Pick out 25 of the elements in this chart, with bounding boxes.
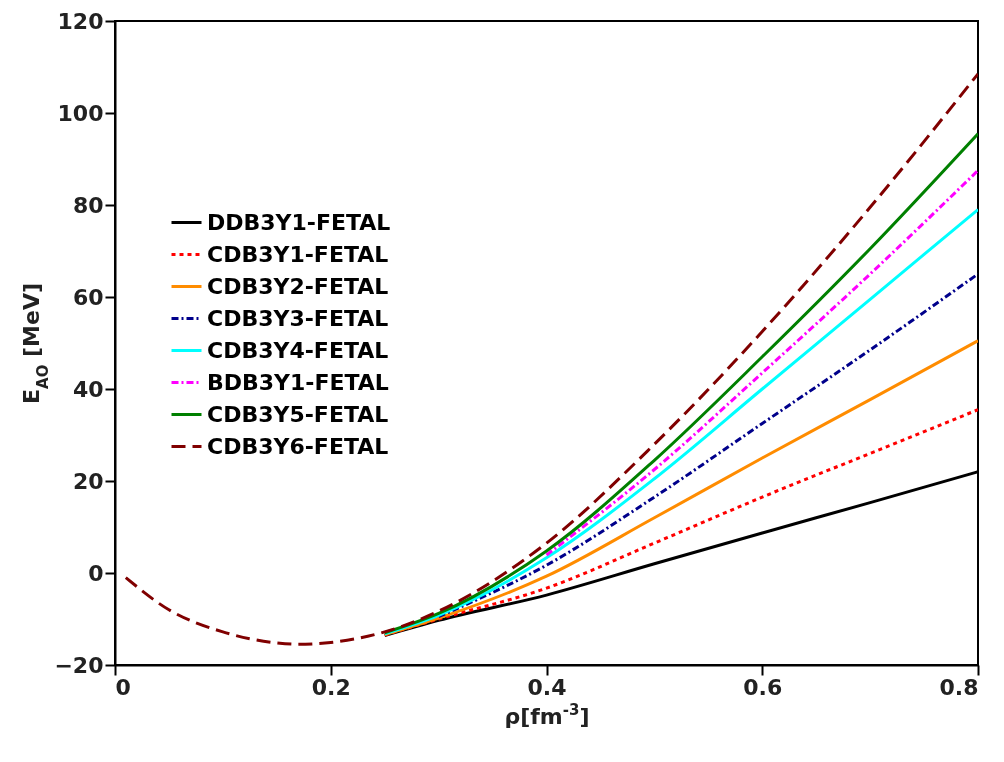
line-series xyxy=(437,272,978,619)
y-tick-label: 40 xyxy=(72,376,104,402)
y-tick-label: 100 xyxy=(57,100,104,126)
legend-label: CDB3Y5-FETAL xyxy=(207,401,389,427)
y-tick-label: 60 xyxy=(72,284,104,310)
y-tick-label: 80 xyxy=(72,192,104,218)
line-series xyxy=(545,169,978,557)
y-tick-label: −20 xyxy=(54,652,104,678)
legend-label: CDB3Y1-FETAL xyxy=(207,241,389,267)
y-tick-label: 0 xyxy=(88,560,104,586)
line-series xyxy=(124,72,978,646)
x-tick-label: 0.4 xyxy=(527,674,567,700)
x-tick-label: 0 xyxy=(115,674,131,700)
x-axis-title: ρ[fm$^{-3}$] xyxy=(504,700,590,729)
legend-label: CDB3Y4-FETAL xyxy=(207,337,389,363)
legend-label: DDB3Y1-FETAL xyxy=(207,209,391,235)
x-tick-label: 0.2 xyxy=(311,674,351,700)
x-tick-label: 0.8 xyxy=(939,674,979,700)
legend-label: CDB3Y6-FETAL xyxy=(207,433,389,459)
legend-label: CDB3Y2-FETAL xyxy=(207,273,389,299)
x-tick-label: 0.6 xyxy=(743,674,783,700)
legend-label: CDB3Y3-FETAL xyxy=(207,305,389,331)
y-tick-label: 20 xyxy=(72,468,104,494)
legend-label: BDB3Y1-FETAL xyxy=(207,369,389,395)
y-tick-label: 120 xyxy=(57,8,104,34)
